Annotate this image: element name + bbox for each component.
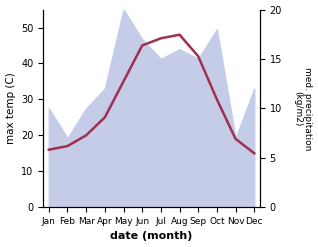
Y-axis label: med. precipitation
(kg/m2): med. precipitation (kg/m2) <box>293 67 313 150</box>
Y-axis label: max temp (C): max temp (C) <box>5 72 16 144</box>
X-axis label: date (month): date (month) <box>110 231 193 242</box>
